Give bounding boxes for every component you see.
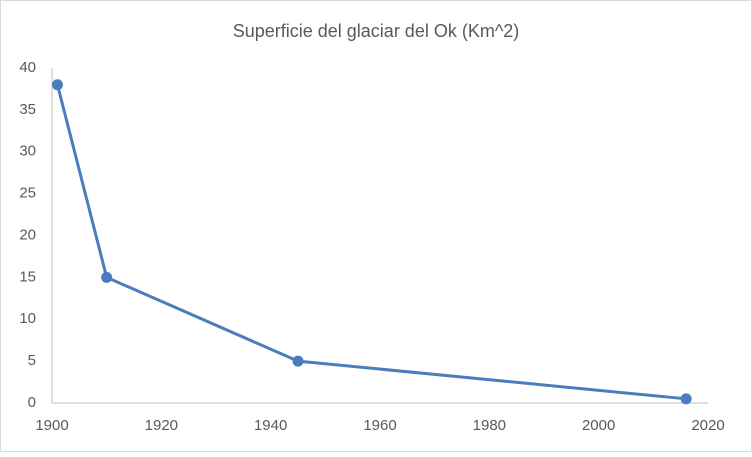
x-tick-label: 2020 bbox=[691, 417, 724, 434]
data-line bbox=[56, 84, 687, 401]
x-tick-label: 1960 bbox=[363, 417, 396, 434]
chart-title: Superficie del glaciar del Ok (Km^2) bbox=[233, 21, 520, 41]
x-tick-label: 1940 bbox=[254, 417, 287, 434]
y-tick-label: 15 bbox=[19, 268, 36, 285]
data-point bbox=[292, 355, 304, 367]
data-point bbox=[101, 271, 113, 283]
y-tick-label: 35 bbox=[19, 101, 36, 118]
y-tick-label: 40 bbox=[19, 59, 36, 76]
y-tick-label: 25 bbox=[19, 185, 36, 202]
x-tick-label: 1920 bbox=[145, 417, 178, 434]
y-tick-label: 0 bbox=[28, 394, 36, 411]
data-point bbox=[680, 393, 692, 405]
x-tick-label: 2000 bbox=[582, 417, 615, 434]
x-tick-label: 1900 bbox=[35, 417, 68, 434]
y-tick-label: 10 bbox=[19, 310, 36, 327]
y-tick-label: 30 bbox=[19, 143, 36, 160]
data-point bbox=[51, 79, 63, 91]
y-tick-label: 5 bbox=[28, 352, 36, 369]
x-tick-label: 1980 bbox=[473, 417, 506, 434]
y-tick-label: 20 bbox=[19, 226, 36, 243]
